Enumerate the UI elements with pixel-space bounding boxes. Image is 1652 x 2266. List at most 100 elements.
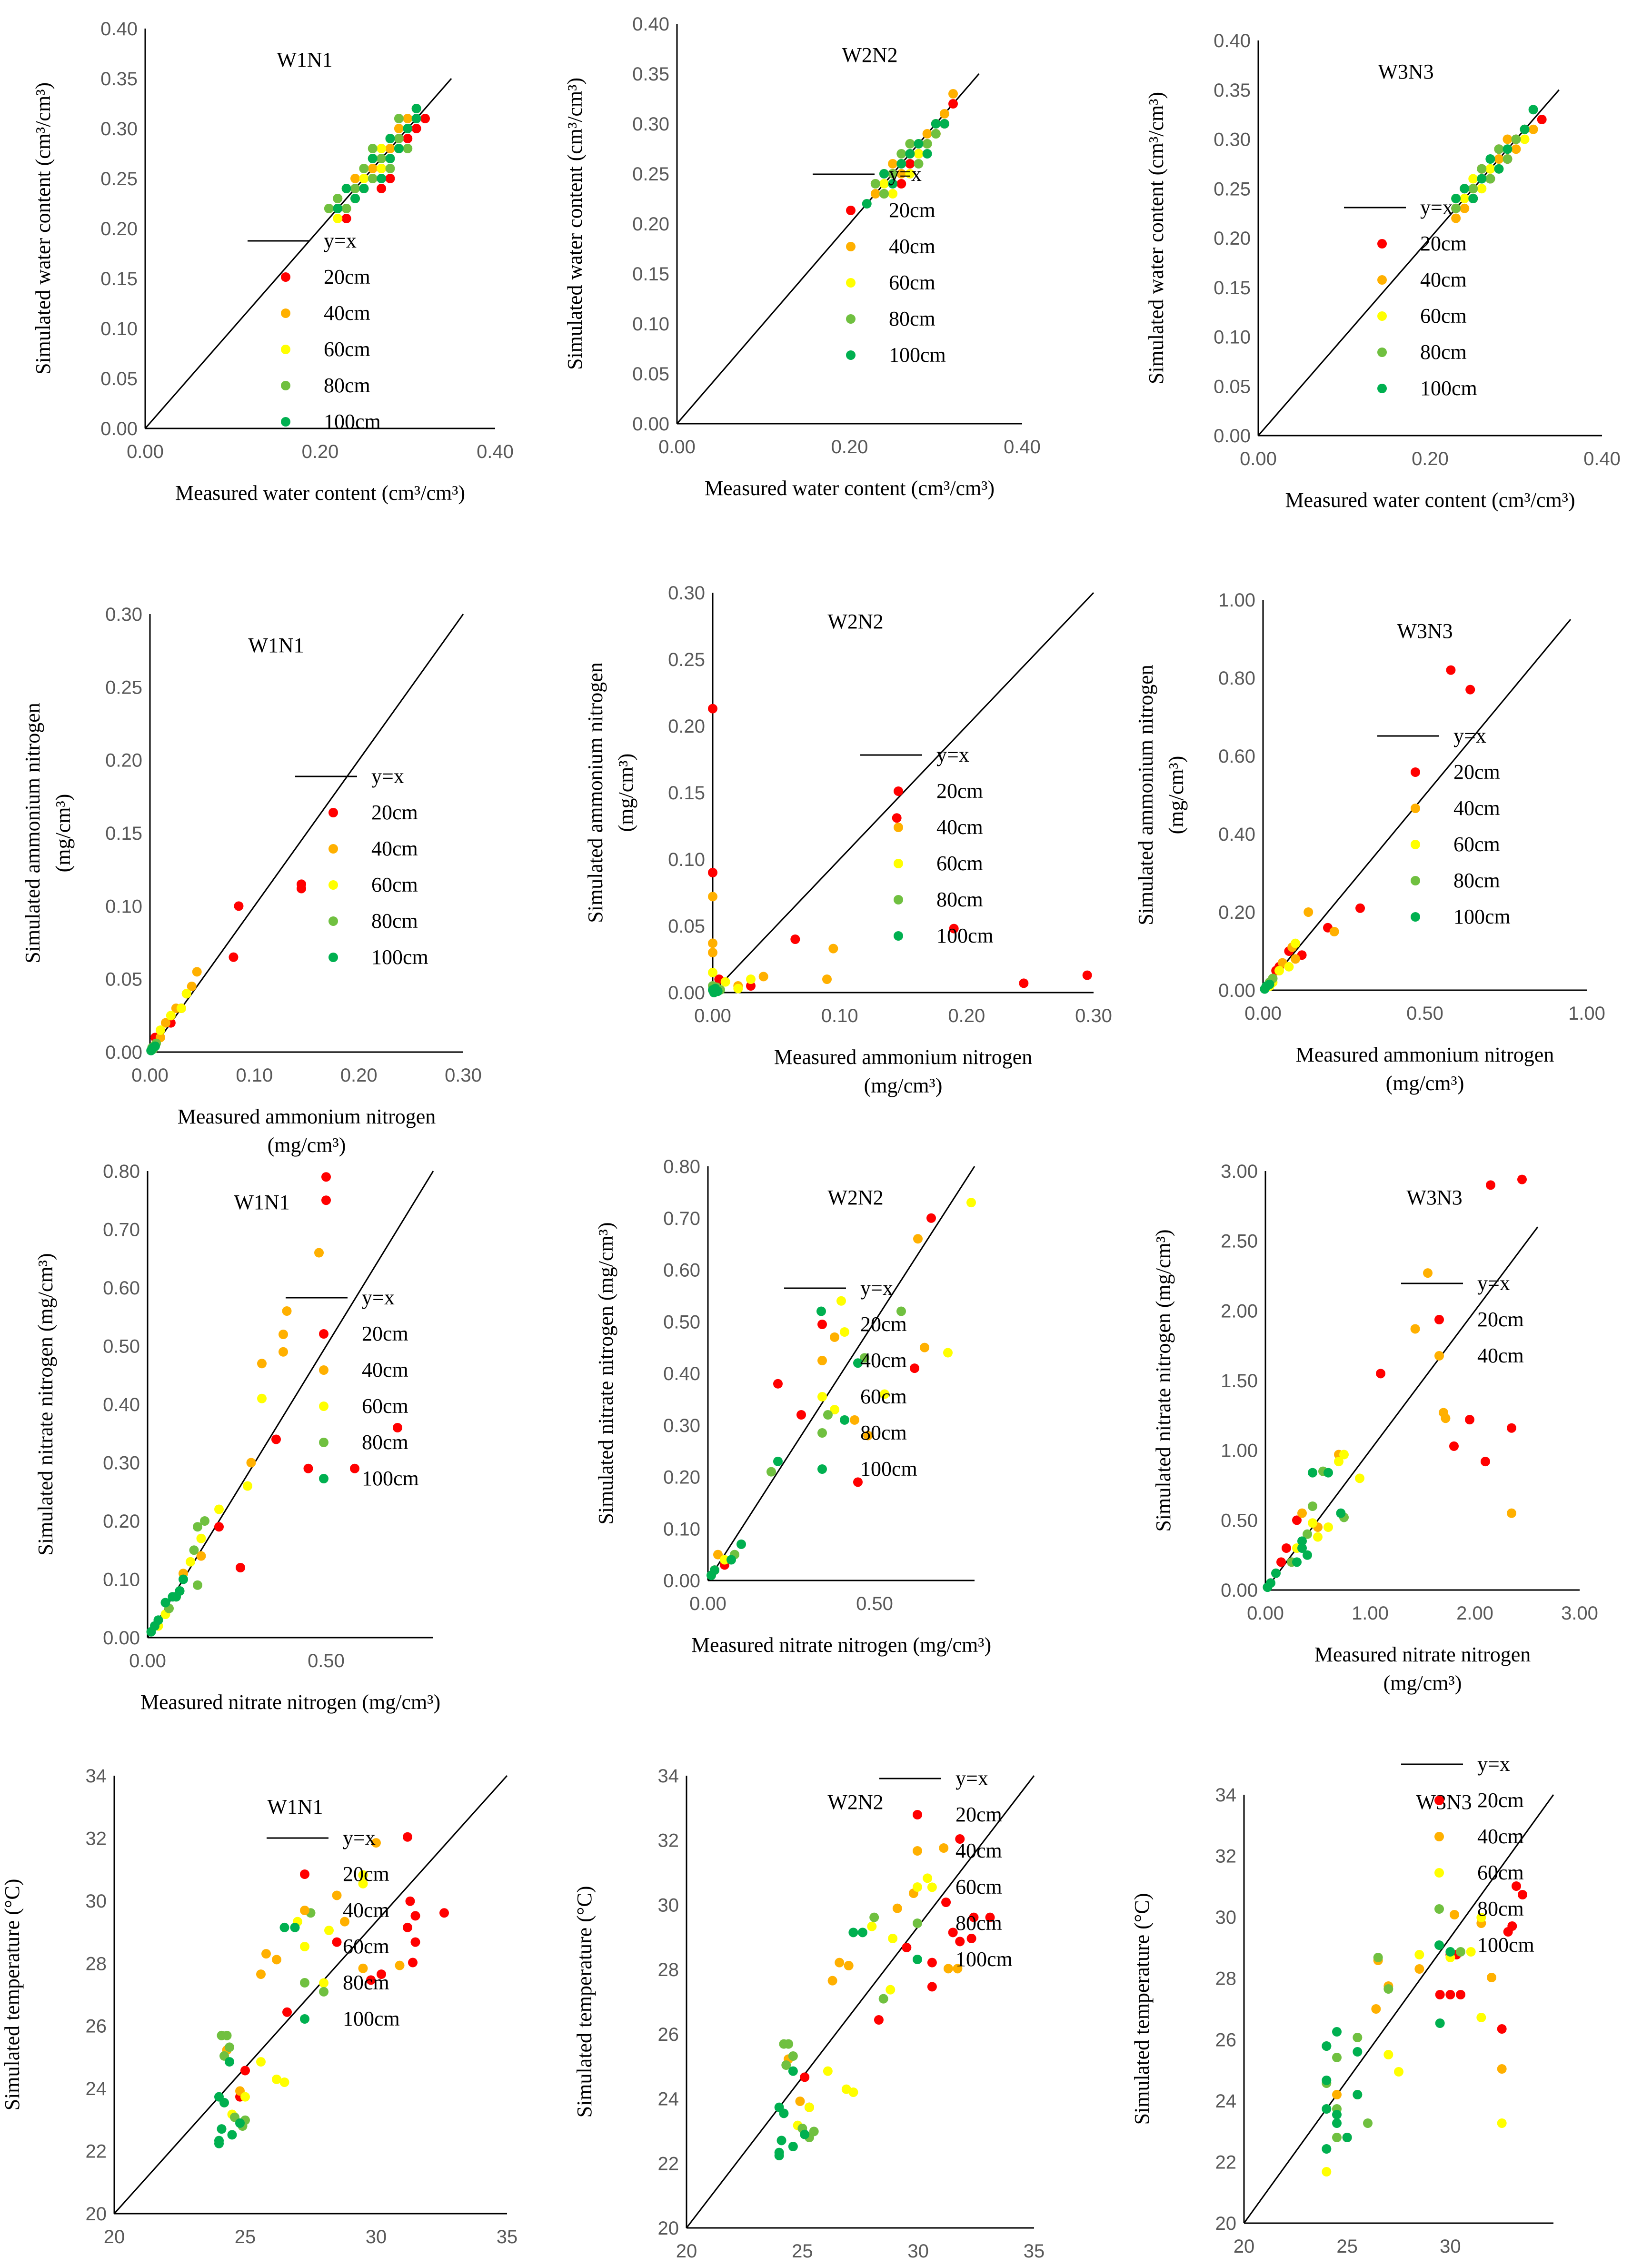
x-tick-label: 0.00 <box>658 437 696 457</box>
data-point-80cm <box>324 204 334 213</box>
legend-label: 100cm <box>1477 1933 1534 1957</box>
x-tick-label: 0.00 <box>1247 1603 1284 1624</box>
data-point-20cm <box>1456 1990 1465 1999</box>
data-point-20cm <box>853 1477 863 1487</box>
data-point-100cm <box>235 2118 245 2128</box>
data-point-40cm <box>314 1248 324 1258</box>
legend-marker-80cm <box>817 1428 827 1438</box>
legend-label: 40cm <box>1420 268 1467 291</box>
legend-label: 100cm <box>955 1948 1013 1971</box>
panel-title: W1N1 <box>267 1795 323 1819</box>
legend-marker-80cm <box>319 1438 328 1447</box>
y-axis-label: Simulated nitrate nitrogen (mg/cm³) <box>1152 1229 1175 1531</box>
legend-label: 60cm <box>1453 833 1500 856</box>
x-tick-label: 0.00 <box>689 1593 726 1614</box>
legend-marker-60cm <box>1434 1868 1444 1878</box>
data-point-20cm <box>955 1834 965 1844</box>
data-point-100cm <box>1451 194 1461 203</box>
data-point-20cm <box>1445 1990 1455 1999</box>
data-point-60cm <box>1476 1913 1486 1922</box>
y-tick-label: 0.20 <box>668 716 705 737</box>
data-point-20cm <box>411 124 421 133</box>
legend-marker-80cm <box>1411 876 1420 885</box>
scatter-plot: 0.00 0.20 0.40 0.60 0.80 1.00 0.00 0.50 1.00 W3N3… <box>1134 590 1605 1095</box>
y-tick-label: 28 <box>658 1959 679 1980</box>
data-point-20cm <box>896 179 906 189</box>
data-point-60cm <box>1324 1522 1333 1532</box>
data-point-20cm <box>1082 970 1092 980</box>
panel-title: W1N1 <box>248 634 304 657</box>
y-tick-label: 0.70 <box>663 1208 700 1229</box>
data-point-40cm <box>1414 1964 1424 1974</box>
legend-label: 40cm <box>955 1839 1002 1862</box>
x-tick-label: 0.50 <box>856 1593 893 1614</box>
legend-label: y=x <box>860 1276 893 1300</box>
data-point-20cm <box>332 1937 342 1947</box>
data-point-100cm <box>736 1539 746 1549</box>
data-point-80cm <box>888 169 898 179</box>
x-tick-label: 0.00 <box>131 1065 169 1086</box>
identity-line <box>686 1775 1035 2228</box>
y-tick-label: 0.30 <box>1214 129 1251 150</box>
legend-label: y=x <box>324 229 357 252</box>
data-point-60cm <box>1497 2118 1507 2128</box>
data-point-40cm <box>1497 2064 1507 2074</box>
x-tick-label: 0.20 <box>831 437 868 457</box>
x-axis-label: Measured ammonium nitrogen <box>178 1105 436 1128</box>
data-point-40cm <box>403 114 413 123</box>
data-point-100cm <box>160 1598 170 1608</box>
legend-label: 60cm <box>889 271 935 294</box>
data-point-60cm <box>1334 1457 1343 1467</box>
data-point-80cm <box>193 1580 202 1590</box>
legend-label: 100cm <box>860 1457 917 1481</box>
data-point-20cm <box>800 2072 810 2082</box>
y-tick-label: 0.00 <box>105 1042 142 1063</box>
y-tick-label: 30 <box>1215 1907 1237 1928</box>
data-point-80cm <box>341 204 351 213</box>
data-point-60cm <box>319 1978 328 1988</box>
y-tick-label: 0.10 <box>668 849 705 870</box>
data-point-100cm <box>779 2108 789 2118</box>
chart-panel-9: 0.00 0.50 1.00 1.50 2.00 2.50 3.00 0.00 1.00 2.00… <box>1101 1133 1652 1700</box>
scatter-plot: 0.00 0.05 0.10 0.15 0.20 0.25 0.30 0.00 0.10 0.20… <box>21 604 482 1157</box>
data-point-40cm <box>953 1964 963 1974</box>
data-point-60cm <box>166 1011 176 1021</box>
data-point-20cm <box>1507 1423 1516 1433</box>
y-tick-label: 24 <box>1215 2091 1237 2112</box>
chart-panel-10: 202224262830323420253035W1N1Measured tem… <box>0 1700 551 2266</box>
data-point-100cm <box>1303 1550 1312 1560</box>
y-tick-label: 20 <box>658 2218 679 2239</box>
y-tick-label: 0.30 <box>100 119 138 139</box>
data-point-60cm <box>823 2066 833 2076</box>
legend-marker-80cm <box>1434 1904 1444 1914</box>
x-tick-label: 0.00 <box>127 441 164 462</box>
data-point-40cm <box>827 1976 837 1986</box>
x-tick-label: 0.50 <box>1406 1003 1443 1024</box>
data-point-40cm <box>708 948 717 957</box>
y-tick-label: 0.80 <box>1218 668 1255 689</box>
data-point-80cm <box>931 129 941 139</box>
y-tick-label: 30 <box>658 1895 679 1916</box>
data-point-40cm <box>830 1332 839 1342</box>
legend-label: 100cm <box>889 343 946 367</box>
legend-label: 40cm <box>1477 1825 1524 1848</box>
data-point-20cm <box>1518 1890 1527 1899</box>
x-tick-label: 30 <box>907 2241 929 2262</box>
legend-label: 20cm <box>371 801 418 824</box>
x-tick-label: 20 <box>1234 2236 1255 2257</box>
y-tick-label: 0.10 <box>632 314 669 335</box>
y-axis-label: Simulated temperature (°C) <box>0 1879 24 2111</box>
y-tick-label: 34 <box>1215 1785 1237 1806</box>
data-point-40cm <box>708 938 717 948</box>
panel-title: W2N2 <box>827 610 883 633</box>
data-point-20cm <box>1497 2024 1507 2034</box>
data-point-100cm <box>939 119 949 129</box>
data-point-60cm <box>836 1296 846 1306</box>
data-point-80cm <box>319 1987 328 1997</box>
data-point-100cm <box>1332 2027 1342 2037</box>
data-point-40cm <box>1487 1973 1496 1982</box>
x-tick-label: 1.00 <box>1352 1603 1389 1624</box>
data-point-40cm <box>1450 1910 1459 1919</box>
data-point-40cm <box>340 1917 349 1927</box>
chart-panel-2: 0.00 0.05 0.10 0.15 0.20 0.25 0.30 0.35 0.40 0.00… <box>551 0 1102 566</box>
